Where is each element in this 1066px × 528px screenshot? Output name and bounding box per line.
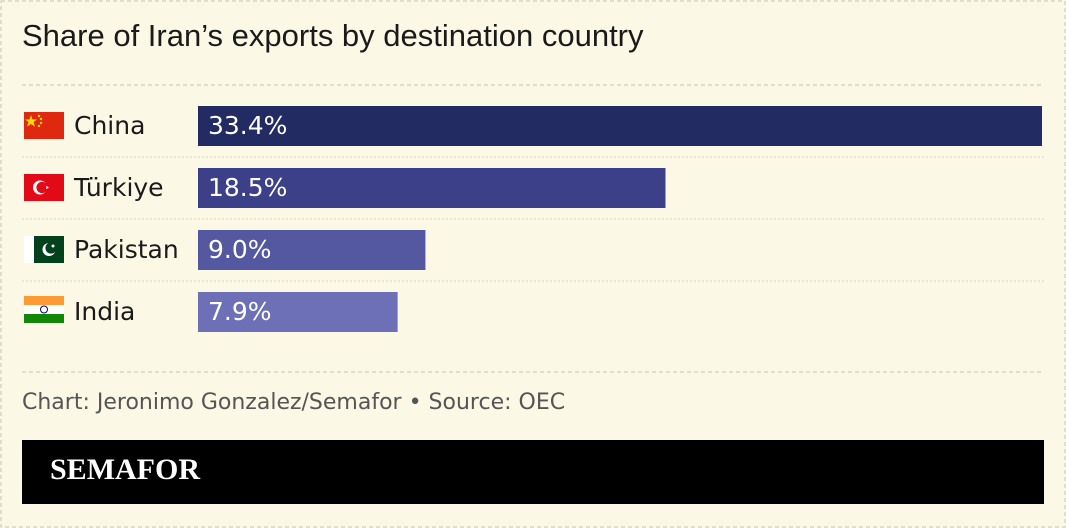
source: Chart: Jeronimo Gonzalez/Semafor • Sourc…: [22, 390, 565, 415]
value-label: 18.5%: [208, 173, 287, 202]
bar: [198, 292, 398, 332]
bar: [198, 168, 666, 208]
brand-bar: [22, 440, 1044, 504]
bar: [198, 230, 426, 270]
flag-china: [24, 112, 64, 139]
value-label: 9.0%: [208, 235, 272, 264]
value-label: 33.4%: [208, 111, 287, 140]
flag-turkiye: [24, 174, 64, 201]
category-label: China: [74, 111, 145, 140]
flag-india: [24, 296, 64, 323]
brand: SEMAFOR: [50, 453, 200, 486]
value-label: 7.9%: [208, 297, 272, 326]
category-label: Pakistan: [74, 235, 179, 264]
category-label: India: [74, 297, 135, 326]
chart-title: Share of Iran’s exports by destination c…: [22, 18, 644, 53]
category-label: Türkiye: [73, 173, 164, 202]
flag-pakistan: [24, 236, 64, 263]
bar: [198, 106, 1042, 146]
